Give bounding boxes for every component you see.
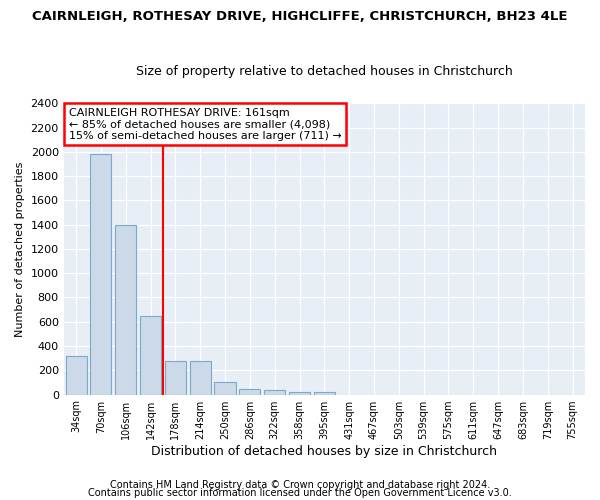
Text: Contains public sector information licensed under the Open Government Licence v3: Contains public sector information licen… (88, 488, 512, 498)
Text: CAIRNLEIGH, ROTHESAY DRIVE, HIGHCLIFFE, CHRISTCHURCH, BH23 4LE: CAIRNLEIGH, ROTHESAY DRIVE, HIGHCLIFFE, … (32, 10, 568, 23)
Bar (264, 390, 285, 394)
Title: Size of property relative to detached houses in Christchurch: Size of property relative to detached ho… (136, 66, 513, 78)
Bar (140, 316, 161, 394)
Bar (239, 389, 260, 394)
Y-axis label: Number of detached properties: Number of detached properties (15, 161, 25, 336)
Bar (115, 224, 136, 394)
Bar (289, 392, 310, 394)
Bar (165, 360, 186, 394)
X-axis label: Distribution of detached houses by size in Christchurch: Distribution of detached houses by size … (151, 444, 497, 458)
Bar (91, 154, 112, 394)
Text: CAIRNLEIGH ROTHESAY DRIVE: 161sqm
← 85% of detached houses are smaller (4,098)
1: CAIRNLEIGH ROTHESAY DRIVE: 161sqm ← 85% … (69, 108, 341, 141)
Bar (314, 392, 335, 394)
Text: Contains HM Land Registry data © Crown copyright and database right 2024.: Contains HM Land Registry data © Crown c… (110, 480, 490, 490)
Bar (214, 382, 236, 394)
Bar (190, 360, 211, 394)
Bar (65, 356, 86, 395)
